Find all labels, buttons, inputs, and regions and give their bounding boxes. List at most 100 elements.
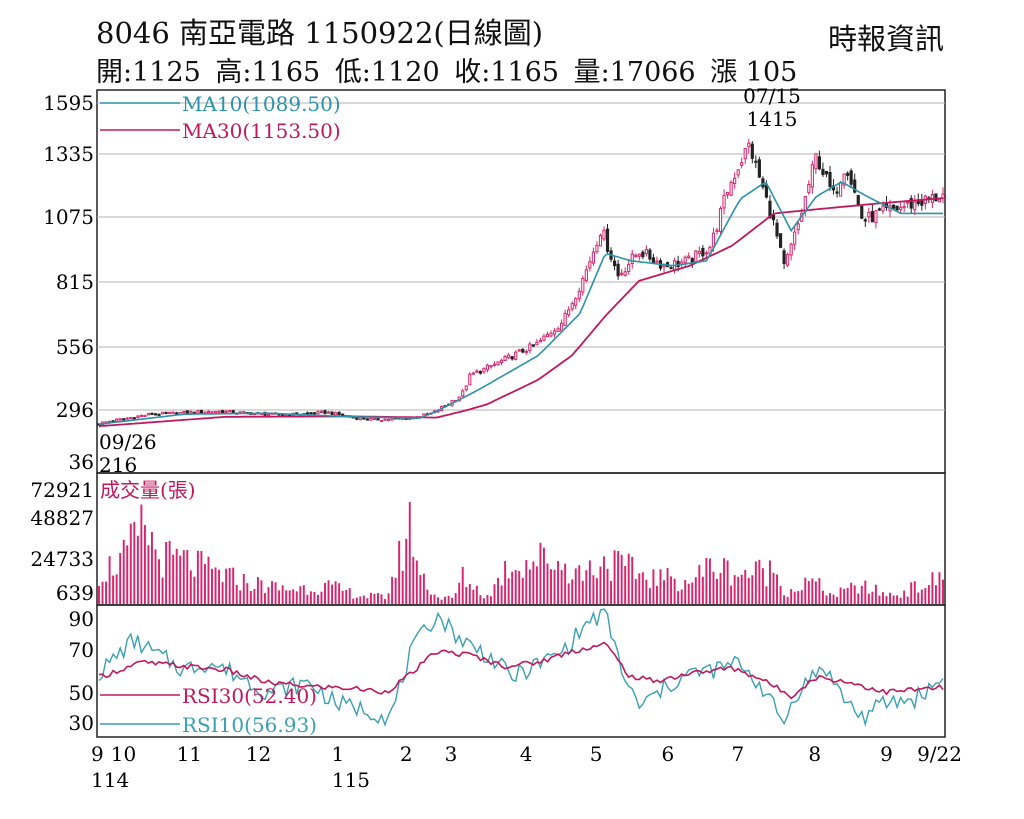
volume-bar bbox=[331, 584, 334, 604]
candle-body bbox=[877, 208, 882, 211]
candle-body bbox=[136, 415, 140, 419]
volume-bar bbox=[585, 570, 588, 604]
x-month-label: 5 bbox=[590, 742, 603, 766]
volume-bar bbox=[313, 591, 316, 604]
candle-body bbox=[895, 205, 899, 211]
candle-body bbox=[764, 184, 769, 198]
candle-body bbox=[528, 343, 532, 351]
candle-body bbox=[824, 170, 829, 175]
volume-bar bbox=[542, 547, 545, 604]
candle-body bbox=[736, 169, 740, 176]
candle-body bbox=[789, 243, 793, 256]
volume-bar bbox=[175, 548, 178, 604]
candle-body bbox=[722, 194, 726, 209]
volume-bar bbox=[228, 567, 231, 604]
volume-bar bbox=[359, 596, 362, 604]
volume-bar bbox=[821, 590, 824, 604]
candle-body bbox=[228, 410, 232, 413]
volume-bar bbox=[938, 572, 941, 604]
candle-body bbox=[376, 417, 380, 421]
volume-bar bbox=[684, 579, 687, 604]
candle-body bbox=[786, 254, 790, 266]
x-year-label: 114 bbox=[91, 768, 129, 792]
volume-ytick-label: 639 bbox=[56, 581, 94, 605]
candle-body bbox=[545, 333, 550, 338]
candle-body bbox=[150, 412, 154, 416]
volume-bar bbox=[486, 594, 489, 604]
volume-bar bbox=[564, 563, 567, 604]
candle-body bbox=[118, 418, 122, 421]
candle-body bbox=[189, 411, 193, 414]
volume-bar bbox=[885, 596, 888, 604]
volume-bar bbox=[408, 502, 411, 604]
price-ytick-label: 1335 bbox=[43, 142, 94, 166]
peak-date-label: 07/15 bbox=[743, 84, 801, 108]
volume-bar bbox=[334, 581, 337, 604]
volume-bar bbox=[362, 595, 365, 604]
volume-bar bbox=[143, 525, 146, 604]
volume-bar bbox=[101, 581, 104, 604]
candle-body bbox=[669, 267, 673, 270]
volume-bar bbox=[433, 594, 436, 604]
candle-body bbox=[337, 411, 341, 416]
volume-bar bbox=[641, 572, 644, 604]
volume-bar bbox=[832, 594, 835, 604]
volume-bar bbox=[889, 592, 891, 604]
candle-body bbox=[810, 164, 814, 188]
ohlc-summary: 開:1125 高:1165 低:1120 收:1165 量:17066 漲 10… bbox=[96, 50, 803, 89]
candle-body bbox=[115, 418, 119, 422]
ma10-legend-label: MA10(1089.50) bbox=[182, 92, 341, 116]
volume-bar bbox=[511, 571, 514, 604]
candle-body bbox=[171, 411, 175, 414]
candle-body bbox=[874, 210, 878, 223]
volume-bar bbox=[892, 595, 895, 604]
volume-bar bbox=[850, 582, 853, 604]
ma30-legend-label: MA30(1153.50) bbox=[182, 119, 341, 143]
candle-body bbox=[602, 229, 606, 240]
volume-bar bbox=[129, 523, 132, 604]
volume-bar bbox=[634, 578, 637, 604]
volume-bar bbox=[140, 504, 143, 604]
x-month-label: 12 bbox=[246, 742, 271, 766]
candle-body bbox=[627, 263, 631, 272]
candle-body bbox=[122, 418, 126, 421]
x-year-label: 115 bbox=[332, 768, 370, 792]
candle-body bbox=[655, 260, 659, 263]
candle-body bbox=[231, 410, 235, 414]
volume-bar bbox=[112, 575, 115, 604]
candle-body bbox=[644, 249, 648, 255]
volume-bar bbox=[687, 583, 690, 604]
candle-body bbox=[867, 211, 871, 218]
candle-body bbox=[577, 290, 581, 300]
volume-bar bbox=[154, 549, 157, 604]
volume-bar bbox=[617, 550, 620, 604]
candle-body bbox=[210, 411, 214, 414]
volume-bar bbox=[345, 589, 348, 604]
volume-bar bbox=[447, 595, 450, 604]
x-month-label: 8 bbox=[808, 742, 821, 766]
volume-bar bbox=[723, 558, 726, 604]
candle-body bbox=[612, 260, 617, 267]
volume-bar bbox=[744, 569, 747, 604]
volume-bar bbox=[716, 578, 718, 604]
volume-bar bbox=[677, 591, 680, 604]
candle-body bbox=[718, 208, 723, 232]
candle-body bbox=[175, 412, 179, 415]
volume-bar bbox=[235, 584, 238, 604]
volume-bar bbox=[521, 577, 524, 604]
candle-body bbox=[461, 390, 465, 397]
source-label: 時報資訊 bbox=[827, 22, 944, 56]
volume-bar bbox=[398, 540, 401, 604]
volume-bar bbox=[694, 577, 697, 604]
volume-bar bbox=[525, 560, 528, 604]
volume-bar bbox=[846, 587, 849, 604]
volume-bar bbox=[405, 538, 408, 604]
price-ytick-label: 296 bbox=[56, 398, 94, 422]
volume-bar bbox=[924, 588, 927, 604]
candle-body bbox=[733, 177, 737, 185]
volume-bar bbox=[860, 585, 863, 604]
candle-body bbox=[386, 418, 391, 422]
candle-body bbox=[139, 414, 143, 418]
candle-body bbox=[552, 330, 557, 335]
candle-body bbox=[902, 206, 906, 209]
